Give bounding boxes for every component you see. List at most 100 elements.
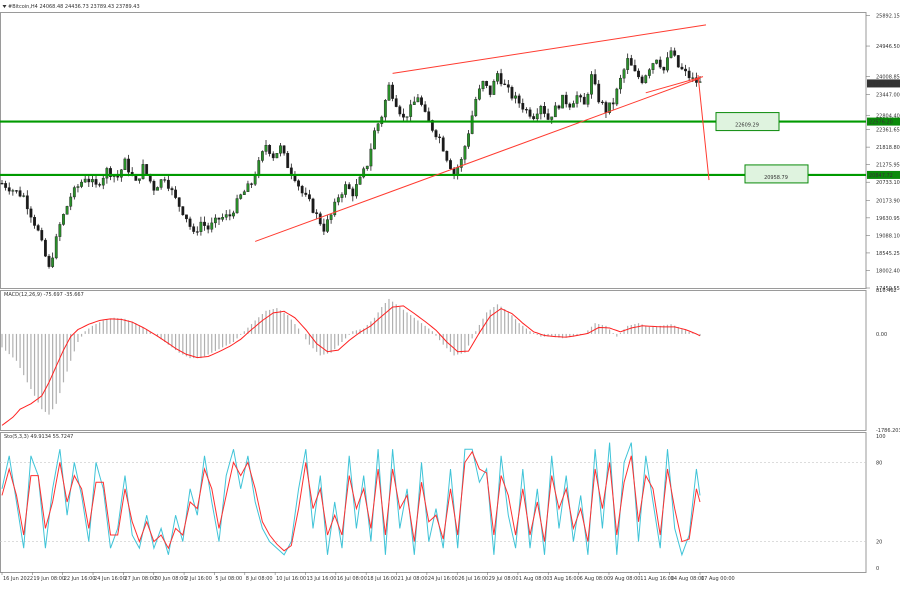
candle-body [499, 73, 503, 85]
candle-body [308, 194, 311, 200]
candle-body [365, 165, 369, 169]
stochastic-d-line [1, 450, 701, 552]
candle-body [29, 208, 33, 218]
candle-body [98, 184, 102, 186]
macd-signal-line [1, 305, 701, 426]
candle-body [391, 84, 394, 99]
candle-body [622, 69, 626, 79]
candle-body [441, 137, 445, 152]
candle-body [666, 57, 669, 71]
price-axis-label: 21818.80 [876, 145, 900, 151]
candle-body [43, 239, 47, 257]
candle-body [459, 159, 463, 168]
candle-body [344, 184, 347, 195]
candle-body [62, 214, 65, 225]
candle-body [445, 150, 449, 161]
candle-body [58, 224, 62, 237]
candle-body [691, 77, 695, 79]
candle-body [615, 88, 619, 105]
price-axis-label: 24008.85 [876, 74, 900, 80]
candle-body [11, 190, 15, 192]
candle-body [119, 169, 123, 178]
level-price-tag-text: 20847.72 [869, 173, 893, 179]
candle-body [535, 113, 539, 120]
stochastic-axis-label: 100 [876, 434, 886, 440]
candle-body [80, 181, 83, 187]
candle-body [351, 188, 355, 197]
candle-body [159, 179, 163, 188]
candle-body [217, 217, 221, 220]
candle-body [232, 212, 235, 217]
candle-body [416, 97, 420, 103]
candle-body [463, 146, 467, 160]
candle-body [109, 168, 112, 177]
candle-body [546, 113, 550, 120]
candle-body [394, 98, 398, 107]
candle-body [600, 101, 604, 103]
candle-body [246, 183, 250, 192]
candle-body [633, 65, 637, 72]
price-axis-label: 25892.15 [876, 13, 900, 19]
candle-body [101, 177, 105, 186]
candle-body [405, 116, 409, 118]
time-axis-label: 16 Jul 08:00 [337, 576, 367, 582]
candle-body [539, 106, 543, 115]
panel-frame-3 [0, 432, 867, 573]
candle-body [76, 186, 80, 188]
candle-body [203, 221, 206, 226]
candle-body [239, 194, 243, 199]
stochastic-axis-label: 80 [876, 460, 882, 466]
candle-body [572, 103, 575, 108]
time-axis-label: 3 Aug 16:00 [549, 576, 580, 582]
candle-body [224, 214, 228, 218]
candle-body [174, 189, 177, 198]
stochastic-k-line [1, 442, 701, 557]
time-axis-label: 6 Aug 08:00 [580, 576, 611, 582]
candle-body [355, 184, 358, 197]
panel-frame-1 [0, 12, 867, 289]
candle-body [185, 214, 188, 220]
candle-body [199, 221, 203, 232]
candle-body [423, 104, 427, 112]
candle-body [268, 145, 272, 154]
price-axis-label: 24946.50 [876, 44, 900, 50]
candle-body [347, 184, 351, 190]
candle-body [492, 81, 496, 95]
candle-body [289, 167, 293, 175]
candle-body [36, 225, 40, 231]
candle-body [221, 217, 225, 220]
candle-body [177, 197, 181, 207]
candle-body [553, 105, 557, 118]
candle-body [69, 196, 73, 207]
candle-body [687, 70, 691, 79]
candle-body [91, 179, 94, 183]
time-axis-label: 11 Aug 16:00 [640, 576, 674, 582]
candle-body [22, 195, 26, 197]
candle-body [604, 102, 608, 113]
candle-body [369, 148, 373, 167]
candle-body [676, 55, 680, 68]
candle-body [228, 214, 232, 217]
candle-body [83, 178, 87, 183]
current-price-tag [867, 79, 900, 88]
candle-body [235, 198, 239, 214]
candle-body [626, 58, 630, 70]
candle-body [561, 94, 564, 109]
stochastic-title: Sto(5,3,3) 49.9134 55.7247 [4, 434, 73, 440]
price-axis-label: 19088.10 [876, 233, 900, 239]
projection-line [697, 74, 710, 181]
candle-body [123, 158, 127, 171]
macd-axis-label: 0.00 [876, 332, 887, 338]
candle-body [579, 95, 583, 98]
candle-body [402, 113, 405, 118]
price-axis-label: 20173.90 [876, 198, 900, 204]
candle-body [260, 151, 264, 161]
candle-body [275, 153, 279, 159]
candle-body [138, 178, 141, 181]
candle-body [333, 201, 337, 216]
candle-body [318, 213, 322, 225]
candle-body [170, 188, 174, 191]
candle-body [264, 145, 268, 152]
candle-body [304, 192, 308, 195]
candle-body [398, 106, 402, 115]
